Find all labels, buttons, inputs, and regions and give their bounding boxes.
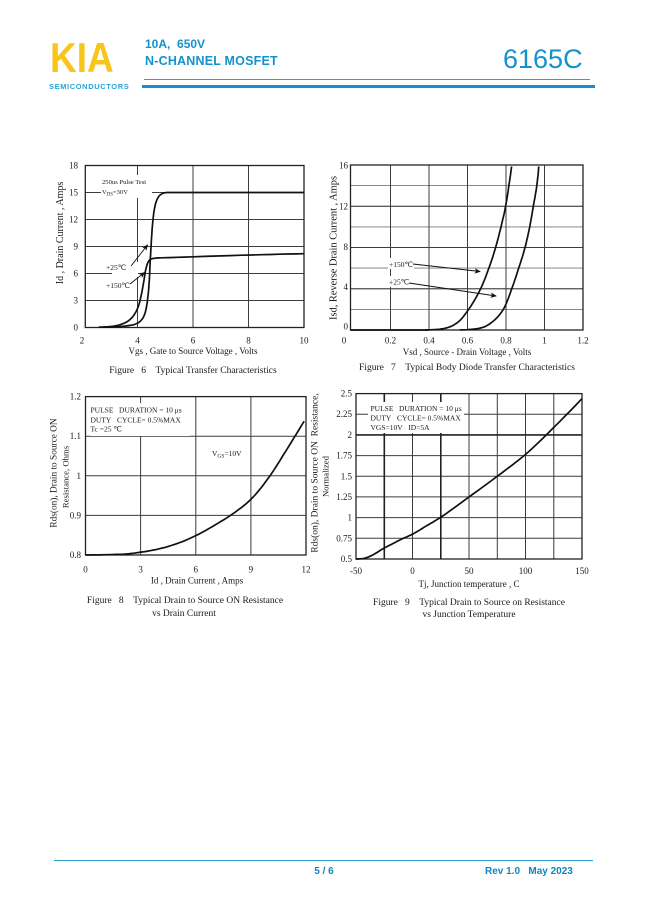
svg-text:Figure 8 Typical Drain to: Figure 8 Typical Drain to Source ON Resi… [87,596,283,606]
svg-text:vs Junction Temperature: vs Junction Temperature [422,610,515,620]
svg-text:1.2: 1.2 [70,392,81,402]
svg-text:0.8: 0.8 [500,336,512,346]
svg-text:1.5: 1.5 [341,471,353,481]
svg-text:0: 0 [83,565,88,575]
svg-text:2: 2 [348,430,353,440]
svg-text:8: 8 [344,242,349,252]
svg-text:10: 10 [300,336,310,346]
svg-text:1.1: 1.1 [70,431,81,441]
svg-text:150: 150 [575,566,589,576]
svg-text:DUTY CYCLE= 0.5%MAX: DUTY CYCLE= 0.5%MAX [91,416,182,425]
svg-text:Resistance, Ohms: Resistance, Ohms [61,445,71,508]
svg-text:-50: -50 [350,566,362,576]
svg-text:2.5: 2.5 [341,389,353,399]
svg-text:12: 12 [302,565,311,575]
svg-text:1.75: 1.75 [336,451,352,461]
svg-text:PULSE DURATION = 10 μs: PULSE DURATION = 10 μs [371,404,462,413]
svg-text:0.8: 0.8 [70,550,82,560]
svg-text:0: 0 [342,336,347,346]
svg-text:6: 6 [194,565,199,575]
svg-text:vs Drain Current: vs Drain Current [152,609,216,619]
svg-text:250us Pulse Test: 250us Pulse Test [102,179,146,186]
svg-text:0: 0 [410,566,415,576]
svg-text:100: 100 [519,566,533,576]
svg-text:Id , Drain Current , Amps: Id , Drain Current , Amps [55,182,66,285]
svg-text:0.9: 0.9 [70,510,82,520]
svg-text:9: 9 [74,242,79,252]
svg-text:1.2: 1.2 [577,336,588,346]
svg-text:+150℃: +150℃ [389,260,413,269]
svg-text:3: 3 [138,565,143,575]
svg-text:+25℃: +25℃ [106,263,127,272]
svg-text:VGS=10V: VGS=10V [212,449,242,460]
svg-text:Figure 7 Typical Body Dio: Figure 7 Typical Body Diode Transfer Cha… [359,362,575,373]
svg-text:2.25: 2.25 [336,409,352,419]
svg-text:18: 18 [69,161,79,171]
svg-text:Vgs , Gate to Source Voltage ,: Vgs , Gate to Source Voltage , Volts [128,346,258,356]
svg-text:+25℃: +25℃ [389,278,410,287]
svg-text:Rds(on), Drain to Source ON R: Rds(on), Drain to Source ON Resistance, [310,393,321,552]
svg-text:1: 1 [77,471,82,481]
svg-text:0.75: 0.75 [336,533,352,543]
svg-text:0.6: 0.6 [462,336,474,346]
svg-text:VDS=30V: VDS=30V [102,189,128,197]
svg-text:0.2: 0.2 [385,336,396,346]
svg-text:4: 4 [344,282,349,292]
svg-text:12: 12 [339,202,348,212]
svg-text:Vsd , Source - Drain Voltage ,: Vsd , Source - Drain Voltage , Volts [403,347,532,357]
svg-text:DUTY CYCLE= 0.5%MAX: DUTY CYCLE= 0.5%MAX [371,414,462,423]
svg-text:0: 0 [74,323,79,333]
svg-text:Tj, Junction temperature , C: Tj, Junction temperature , C [419,579,520,589]
svg-text:8: 8 [246,336,251,346]
svg-text:Figure 9 Typical Drain to: Figure 9 Typical Drain to Source on Resi… [373,598,565,608]
svg-text:16: 16 [339,161,349,171]
svg-text:9: 9 [249,565,254,575]
svg-text:PULSE DURATION = 10 μs: PULSE DURATION = 10 μs [91,406,182,415]
svg-text:Rds(on), Drain to Source ON: Rds(on), Drain to Source ON [49,418,60,528]
svg-text:1.25: 1.25 [336,492,352,502]
svg-text:4: 4 [135,336,140,346]
svg-text:12: 12 [69,215,78,225]
svg-text:50: 50 [465,566,475,576]
svg-text:6: 6 [74,269,79,279]
svg-text:0.5: 0.5 [341,554,353,564]
svg-text:6: 6 [191,336,196,346]
svg-text:+150℃: +150℃ [106,281,130,290]
svg-text:0.4: 0.4 [423,336,435,346]
svg-text:Isd, Reverse Drain Current , A: Isd, Reverse Drain Current , Amps [329,176,340,320]
svg-text:1: 1 [348,513,353,523]
svg-text:2: 2 [80,336,85,346]
svg-text:0: 0 [344,322,349,332]
svg-text:VGS=10V ID=5A: VGS=10V ID=5A [371,423,431,432]
svg-text:Id , Drain Current , Amps: Id , Drain Current , Amps [151,576,244,586]
svg-text:Tc =25 ℃: Tc =25 ℃ [91,425,123,434]
svg-text:15: 15 [69,188,79,198]
svg-text:Figure 6 Typical Transfer: Figure 6 Typical Transfer Characteristic… [109,365,277,376]
svg-text:Normalized: Normalized [321,455,331,497]
svg-text:3: 3 [74,296,79,306]
svg-text:1: 1 [542,336,547,346]
